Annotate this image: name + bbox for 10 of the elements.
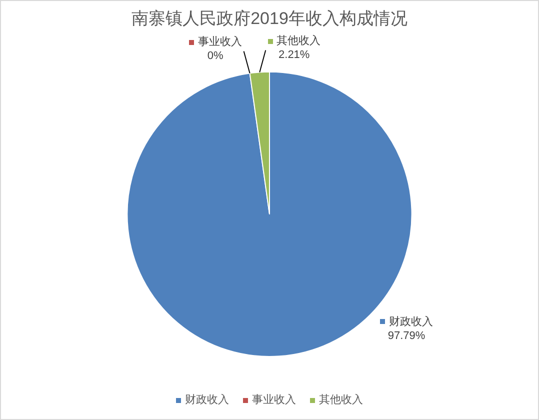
legend-label: 财政收入 bbox=[388, 314, 434, 329]
data-label: 2.21% bbox=[278, 48, 311, 62]
category-label: 事业收入 bbox=[198, 36, 242, 48]
category-label: 其他收入 bbox=[319, 394, 363, 406]
category-label: 财政收入 bbox=[185, 394, 229, 406]
chart-title: 南寨镇人民政府2019年收入构成情况 bbox=[132, 8, 408, 28]
data-label: 97.79% bbox=[386, 328, 426, 343]
text: 0% bbox=[207, 50, 224, 62]
legend-label: 其他收入 bbox=[276, 34, 321, 48]
legend-label: 事业收入 bbox=[251, 393, 296, 407]
